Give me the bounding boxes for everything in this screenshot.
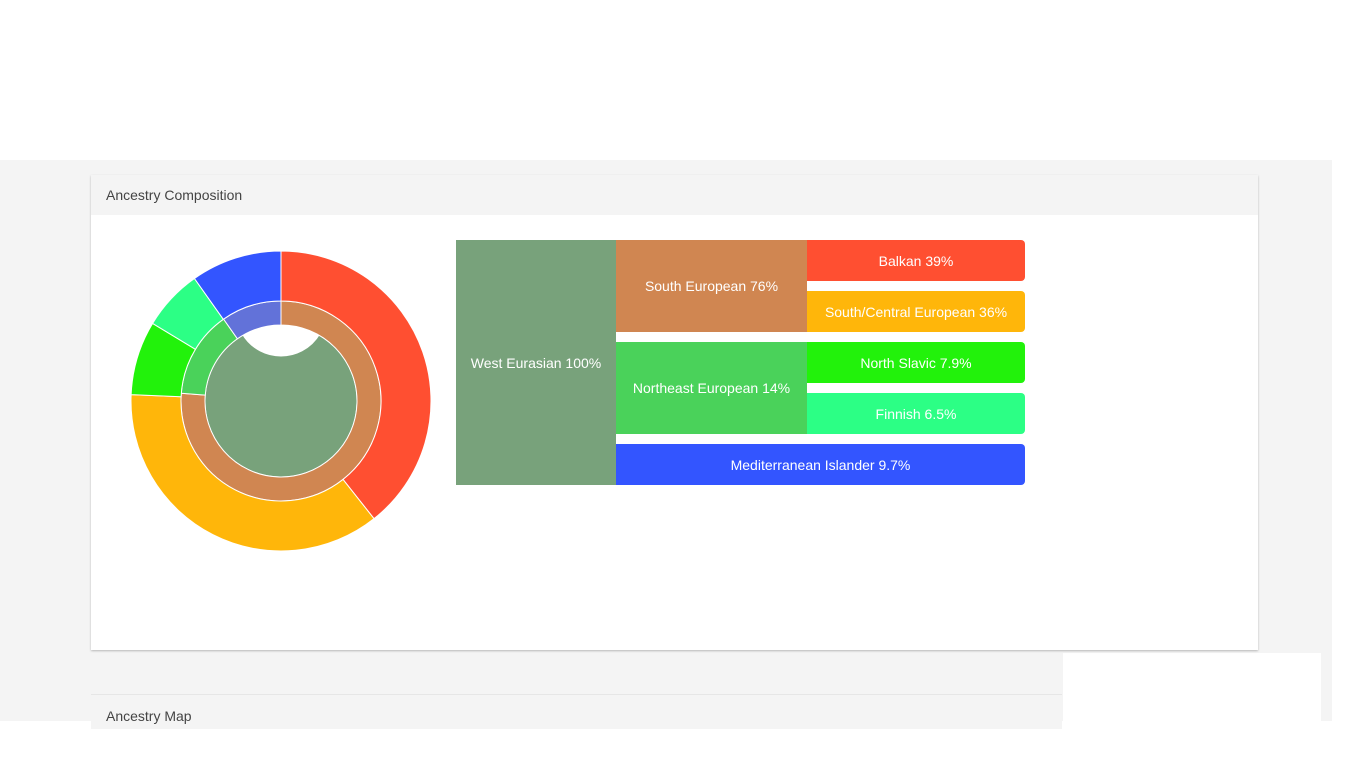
blank-area (1063, 653, 1321, 721)
sunburst-chart (131, 251, 431, 551)
ancestry-composition-title: Ancestry Composition (91, 175, 1258, 215)
block-south-european[interactable]: South European 76% (616, 240, 807, 332)
sunburst-slice-mediterranean-islander-l2[interactable] (193, 251, 282, 321)
ancestry-blocks: West Eurasian 100% South European 76% No… (456, 240, 1025, 485)
sunburst-slice-balkan-l2[interactable] (280, 251, 431, 520)
block-north-slavic[interactable]: North Slavic 7.9% (807, 342, 1025, 383)
ancestry-map-panel: Ancestry Map (91, 694, 1062, 729)
block-mediterranean-islander[interactable]: Mediterranean Islander 9.7% (616, 444, 1025, 485)
block-south-central-european[interactable]: South/Central European 36% (807, 291, 1025, 332)
sunburst-slice-south-central-european-l2[interactable] (131, 394, 375, 551)
ancestry-composition-panel: Ancestry Composition West Eurasian 100% … (91, 175, 1258, 650)
block-balkan[interactable]: Balkan 39% (807, 240, 1025, 281)
ancestry-map-title: Ancestry Map (106, 708, 192, 724)
block-northeast-european[interactable]: Northeast European 14% (616, 342, 807, 434)
block-west-eurasian[interactable]: West Eurasian 100% (456, 240, 616, 485)
block-finnish[interactable]: Finnish 6.5% (807, 393, 1025, 434)
